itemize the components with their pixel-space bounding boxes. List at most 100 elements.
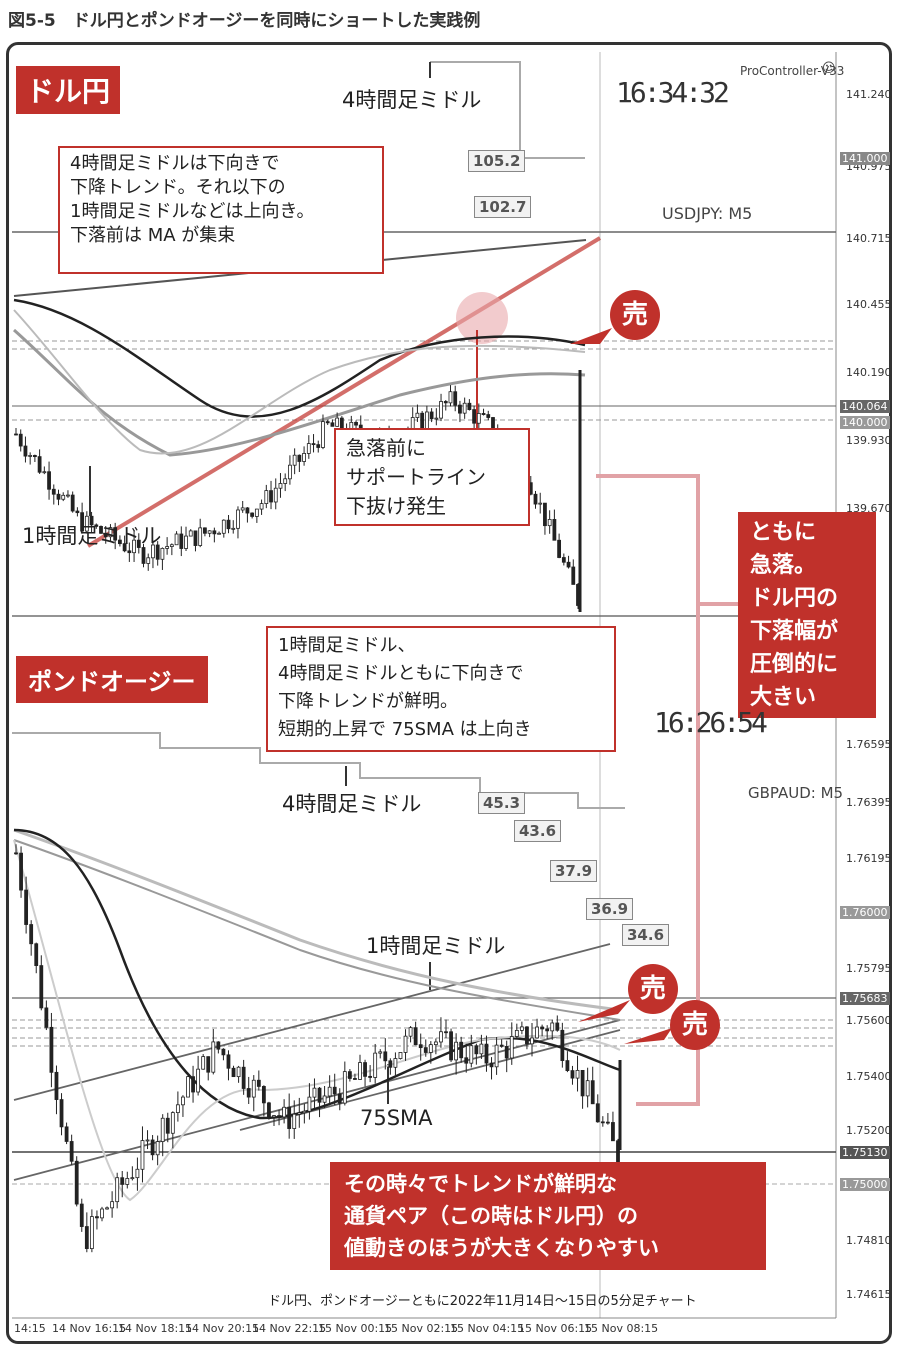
candle-body — [467, 402, 472, 411]
usdjpy-clock: 16:34:32 — [616, 76, 730, 109]
candle-body — [245, 507, 250, 514]
candle-body — [267, 1102, 271, 1118]
candle-body — [151, 544, 155, 559]
trend-upper-bottom — [13, 943, 611, 1101]
candle-body — [23, 445, 28, 457]
candle-body — [99, 526, 103, 534]
candle-body — [254, 508, 259, 517]
value-box-1052: 105.2 — [468, 150, 526, 172]
candle-body — [443, 401, 448, 404]
candle-body — [211, 1041, 216, 1073]
side-note: ともに 急落。 ドル円の 下落幅が 圧倒的に 大きい — [738, 512, 876, 718]
candle-body — [24, 889, 29, 925]
candle-body — [89, 1216, 94, 1249]
candle-body — [530, 1037, 534, 1045]
candle-body — [160, 1117, 165, 1142]
candle-body — [61, 494, 66, 500]
candle-body — [292, 1113, 297, 1129]
candle-body — [322, 1095, 327, 1103]
price-tick: 1.75600 — [846, 1014, 892, 1027]
candle-body — [282, 1106, 287, 1118]
candle-body — [150, 1139, 155, 1156]
candle-body — [231, 1067, 236, 1078]
candle-body — [44, 1007, 49, 1028]
ma-fast-bottom — [13, 839, 621, 1202]
candle-body — [140, 1140, 145, 1170]
candle-body — [302, 1110, 307, 1114]
price-tick: 140.190 — [846, 366, 892, 379]
candle-body — [256, 1079, 261, 1087]
candle-body — [595, 1103, 600, 1123]
candle-body — [486, 414, 491, 418]
candle-body — [354, 421, 358, 426]
candle-body — [420, 412, 425, 430]
candle-body — [590, 1080, 595, 1105]
candle-body — [363, 1062, 367, 1077]
label-4h-bottom: 4時間足ミドル — [282, 792, 422, 816]
time-tick: 14 Nov 18:15 — [118, 1322, 193, 1335]
candle-body — [533, 493, 538, 505]
value-box-379: 37.9 — [550, 860, 598, 882]
candle-body — [181, 1096, 185, 1106]
chart-caption: ドル円、ポンドオージーともに2022年11月14日～15日の5分足チャート — [268, 1294, 697, 1309]
candle-body — [231, 527, 236, 530]
price-tick: 139.930 — [846, 434, 892, 447]
break-highlight — [456, 292, 508, 344]
brand-icon[interactable]: ☺ — [822, 61, 836, 76]
time-tick: 15 Nov 08:15 — [584, 1322, 659, 1335]
candle-body — [535, 1026, 539, 1039]
candle-body — [433, 1041, 438, 1046]
candle-body — [561, 557, 566, 563]
candle-body — [481, 413, 486, 415]
candle-body — [605, 1121, 610, 1124]
candle-body — [125, 1178, 130, 1185]
label-4h-top: 4時間足ミドル — [342, 88, 482, 112]
candle-body — [64, 1126, 69, 1142]
candle-body — [51, 488, 56, 495]
candle-body — [317, 1087, 322, 1103]
candle-body — [108, 527, 113, 538]
candle-body — [19, 852, 23, 891]
candle-body — [611, 1122, 615, 1142]
candle-body — [312, 1087, 317, 1098]
candle-body — [103, 532, 108, 538]
candle-body — [337, 1093, 342, 1104]
candle-body — [196, 1068, 201, 1093]
candle-body — [565, 1060, 570, 1071]
candle-body — [179, 533, 184, 549]
candle-body — [191, 1076, 195, 1093]
candle-body — [47, 471, 51, 490]
candle-body — [306, 443, 311, 454]
candle-body — [448, 391, 453, 404]
step-4h-bottom — [12, 732, 625, 809]
price-tick: 1.76195 — [846, 852, 892, 865]
candle-body — [327, 1086, 332, 1097]
candle-body — [307, 1096, 312, 1112]
candle-body — [449, 1031, 453, 1061]
candle-body — [538, 502, 543, 505]
price-tick: 1.76595 — [846, 738, 892, 751]
candle-body — [415, 412, 420, 418]
price-tick: 141.240 — [846, 88, 892, 101]
candle-body — [509, 1036, 514, 1059]
candle-body — [174, 533, 179, 546]
bracket — [596, 474, 700, 1106]
candle-body — [383, 1051, 388, 1062]
candle-body — [94, 524, 99, 527]
candle-body — [316, 444, 321, 448]
candle-body — [110, 1201, 115, 1209]
candle-body — [75, 510, 80, 514]
price-box: 1.75683 — [840, 992, 890, 1005]
ma-mid-top — [13, 309, 586, 455]
price-box: 141.000 — [840, 152, 890, 165]
candle-body — [84, 1226, 89, 1249]
candle-body — [169, 544, 174, 547]
time-tick: 14 Nov 20:15 — [185, 1322, 260, 1335]
candle-body — [74, 1160, 79, 1205]
candle-body — [428, 1044, 433, 1053]
candle-body — [186, 1076, 190, 1098]
usdjpy-tag: ドル円 — [16, 66, 121, 114]
candle-body — [198, 527, 203, 546]
note-usdjpy-trend: 4時間足ミドルは下向きで 下降トレンド。それ以下の 1時間足ミドルなどは上向き。… — [58, 146, 384, 274]
candle-body — [514, 1029, 519, 1037]
